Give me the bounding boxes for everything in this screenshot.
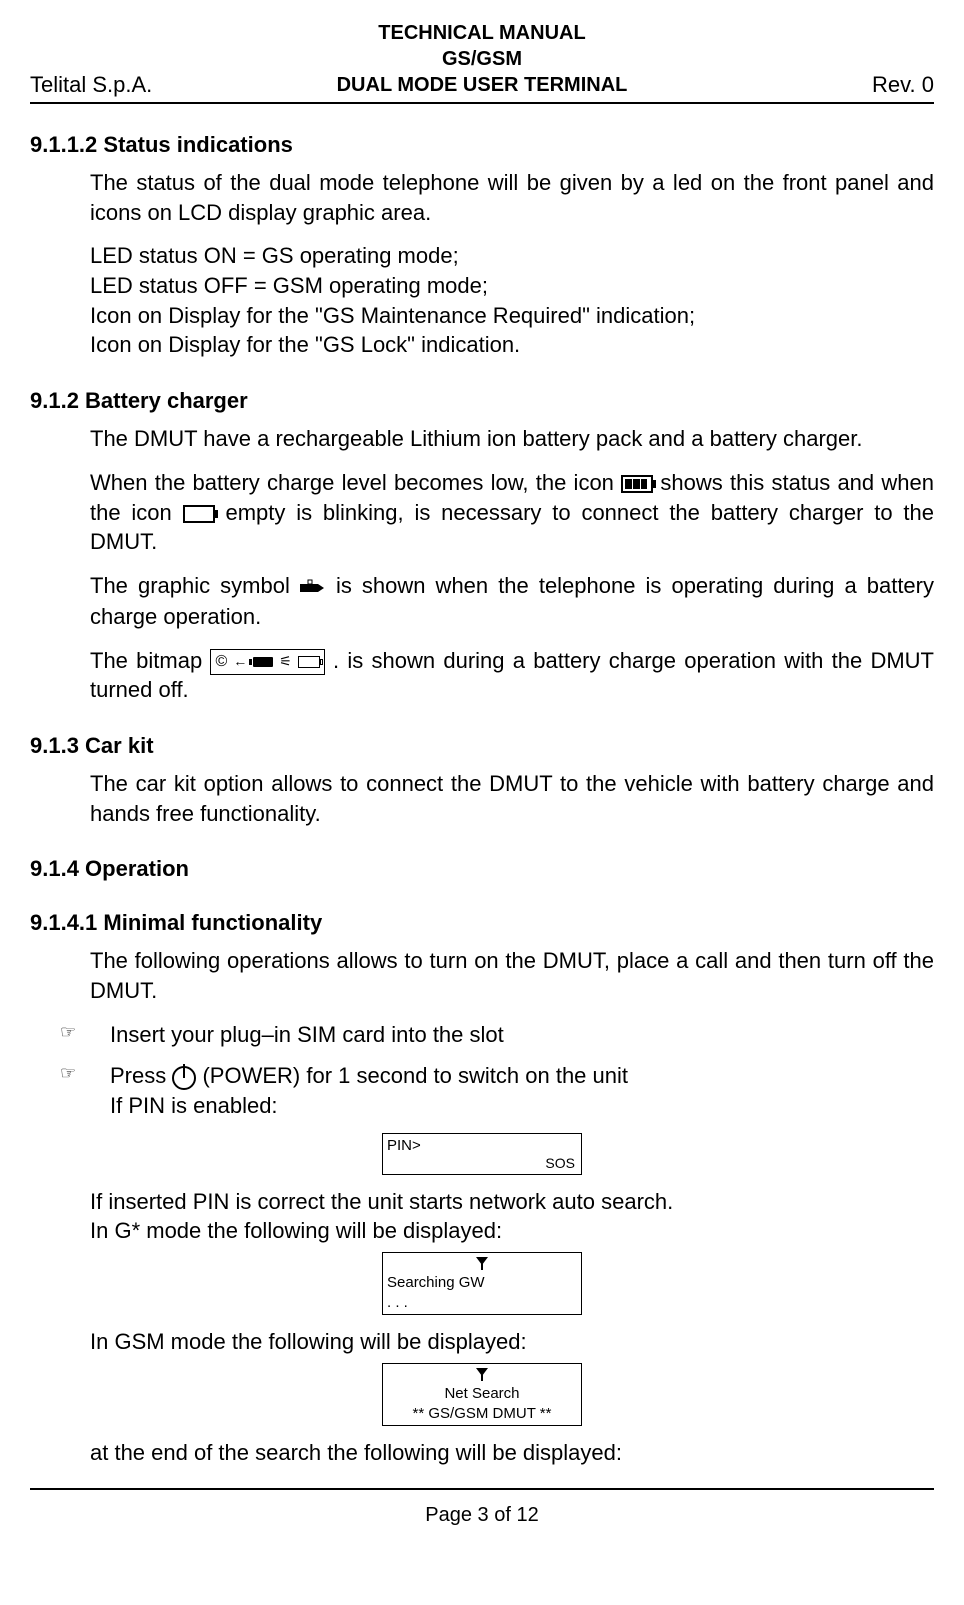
text-battery-pre: When the battery charge level becomes lo… xyxy=(90,470,621,495)
pointer-icon: ☞ xyxy=(60,1020,110,1050)
press-pre: Press xyxy=(110,1063,172,1088)
pointer-icon: ☞ xyxy=(60,1061,110,1120)
led-status-on: LED status ON = GS operating mode; xyxy=(90,241,934,271)
text-bitmap-pre: The bitmap xyxy=(90,648,210,673)
antenna-icon-wrap xyxy=(387,1255,577,1273)
antenna-icon-wrap xyxy=(387,1366,577,1384)
battery-low-icon xyxy=(621,475,653,493)
page-number: Page 3 of 12 xyxy=(425,1504,538,1526)
step-insert-sim-text: Insert your plug–in SIM card into the sl… xyxy=(110,1020,934,1050)
header-title-line1: TECHNICAL MANUAL xyxy=(283,20,681,46)
bitmap-plug: ⚟ xyxy=(279,652,292,671)
display-gw-line1: Searching GW xyxy=(387,1273,577,1293)
icon-gs-lock: Icon on Display for the "GS Lock" indica… xyxy=(90,330,934,360)
para-battery-1: The DMUT have a rechargeable Lithium ion… xyxy=(90,424,934,454)
bitmap-batt-empty xyxy=(298,656,320,668)
led-status-off: LED status OFF = GSM operating mode; xyxy=(90,271,934,301)
para-gsm-mode: In GSM mode the following will be displa… xyxy=(90,1327,934,1357)
power-icon xyxy=(172,1066,196,1090)
para-battery-2: When the battery charge level becomes lo… xyxy=(90,468,934,557)
text-battery-post: empty is blinking, is necessary to conne… xyxy=(90,500,934,555)
header-company: Telital S.p.A. xyxy=(30,72,283,98)
display-searching-gw: Searching GW . . . xyxy=(382,1252,582,1315)
header-title: TECHNICAL MANUAL GS/GSM DUAL MODE USER T… xyxy=(283,20,681,98)
pin-correct-l1: If inserted PIN is correct the unit star… xyxy=(90,1187,934,1217)
display-pin: PIN> SOS xyxy=(382,1133,582,1175)
plug-charging-icon xyxy=(300,572,326,602)
header-title-line3: DUAL MODE USER TERMINAL xyxy=(283,72,681,98)
heading-status-indications: 9.1.1.2 Status indications xyxy=(30,132,934,158)
heading-operation: 9.1.4 Operation xyxy=(30,856,934,882)
antenna-icon xyxy=(476,1257,488,1269)
heading-battery-charger: 9.1.2 Battery charger xyxy=(30,388,934,414)
header-title-line2: GS/GSM xyxy=(283,46,681,72)
header-revision: Rev. 0 xyxy=(681,72,934,98)
heading-car-kit: 9.1.3 Car kit xyxy=(30,733,934,759)
bitmap-c: © xyxy=(215,651,227,673)
para-end-search: at the end of the search the following w… xyxy=(90,1438,934,1468)
display-net-line1: Net Search xyxy=(387,1384,577,1404)
display-net-line2: ** GS/GSM DMUT ** xyxy=(387,1404,577,1424)
press-post: (POWER) for 1 second to switch on the un… xyxy=(202,1063,628,1088)
pin-correct-l2: In G* mode the following will be display… xyxy=(90,1216,934,1246)
display-gw-line2: . . . xyxy=(387,1293,577,1313)
icon-gs-maint: Icon on Display for the "GS Maintenance … xyxy=(90,301,934,331)
antenna-icon xyxy=(476,1368,488,1380)
para-car-kit: The car kit option allows to connect the… xyxy=(90,769,934,828)
display-net-search: Net Search ** GS/GSM DMUT ** xyxy=(382,1363,582,1426)
heading-minimal-func: 9.1.4.1 Minimal functionality xyxy=(30,910,934,936)
text-plug-pre: The graphic symbol xyxy=(90,573,300,598)
display-pin-line1: PIN> xyxy=(387,1136,577,1156)
page-header: Telital S.p.A. TECHNICAL MANUAL GS/GSM D… xyxy=(30,20,934,104)
step-press-power-text: Press (POWER) for 1 second to switch on … xyxy=(110,1061,934,1120)
charging-bitmap-icon: © ← ⚟ xyxy=(210,649,324,675)
para-battery-4: The bitmap © ← ⚟ . is shown during a bat… xyxy=(90,646,934,705)
display-pin-sos: SOS xyxy=(545,1154,575,1172)
step-insert-sim: ☞ Insert your plug–in SIM card into the … xyxy=(60,1020,934,1050)
para-minimal-1: The following operations allows to turn … xyxy=(90,946,934,1005)
press-l2: If PIN is enabled: xyxy=(110,1091,934,1121)
battery-empty-icon xyxy=(183,505,215,523)
bitmap-arrow: ← xyxy=(233,652,247,671)
para-battery-3: The graphic symbol is shown when the tel… xyxy=(90,571,934,632)
step-press-power: ☞ Press (POWER) for 1 second to switch o… xyxy=(60,1061,934,1120)
para-status-2: LED status ON = GS operating mode; LED s… xyxy=(90,241,934,360)
page-footer: Page 3 of 12 xyxy=(30,1488,934,1527)
para-status-1: The status of the dual mode telephone wi… xyxy=(90,168,934,227)
bitmap-batt-full xyxy=(253,657,273,667)
para-pin-correct: If inserted PIN is correct the unit star… xyxy=(90,1187,934,1246)
